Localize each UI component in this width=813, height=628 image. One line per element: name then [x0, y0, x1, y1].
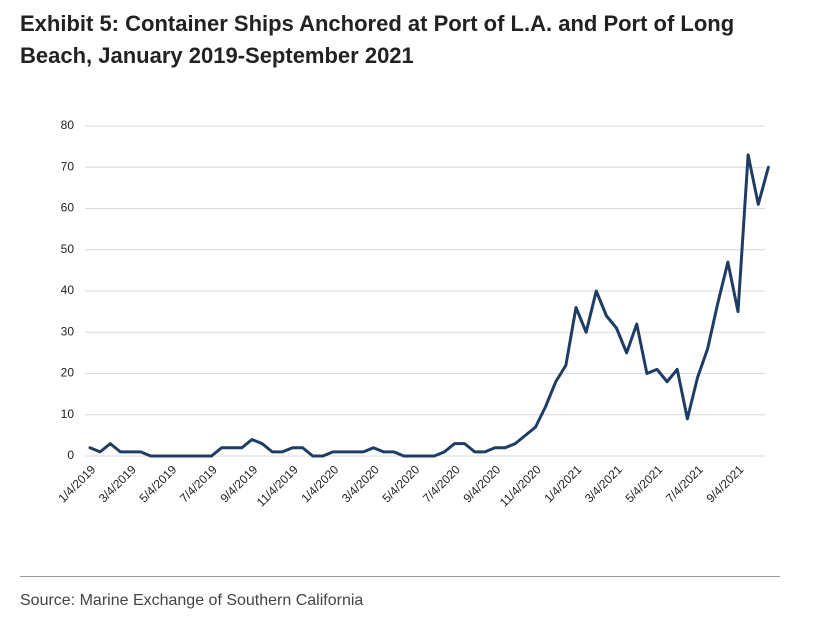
x-tick-label: 7/4/2019	[177, 462, 220, 505]
x-tick-label: 5/4/2020	[379, 462, 422, 505]
divider	[20, 576, 780, 577]
x-tick-label: 3/4/2021	[582, 462, 625, 505]
chart: 0 10 20 30 40 50 60 70 80 1/4/20193/4/20195/4/201…	[55, 118, 770, 509]
y-tick-label: 30	[61, 324, 75, 338]
x-tick-label: 5/4/2021	[622, 462, 665, 505]
x-tick-label: 11/4/2019	[254, 462, 301, 509]
data-line	[88, 153, 770, 458]
x-tick-label: 1/4/2021	[541, 462, 584, 505]
x-tick-label: 3/4/2020	[339, 462, 382, 505]
y-tick-label: 70	[61, 159, 75, 173]
x-tick-label: 5/4/2019	[136, 462, 179, 505]
y-tick-label: 60	[61, 201, 75, 215]
x-tick-label: 11/4/2020	[497, 462, 544, 509]
y-tick-label: 20	[61, 366, 75, 380]
y-tick-label: 10	[61, 407, 75, 421]
x-tick-label: 7/4/2021	[663, 462, 706, 505]
y-tick-label: 50	[61, 242, 75, 256]
x-tick-label: 1/4/2020	[298, 462, 341, 505]
chart-title: Exhibit 5: Container Ships Anchored at P…	[20, 11, 735, 68]
y-tick-label: 40	[61, 283, 75, 297]
x-tick-label: 1/4/2019	[55, 462, 98, 505]
x-tick-label: 9/4/2021	[703, 462, 746, 505]
y-tick-label: 80	[61, 118, 75, 132]
y-tick-label: 0	[67, 448, 74, 462]
source-note: Source: Marine Exchange of Southern Cali…	[20, 592, 364, 609]
x-tick-label: 3/4/2019	[96, 462, 139, 505]
x-tick-label: 7/4/2020	[420, 462, 463, 505]
